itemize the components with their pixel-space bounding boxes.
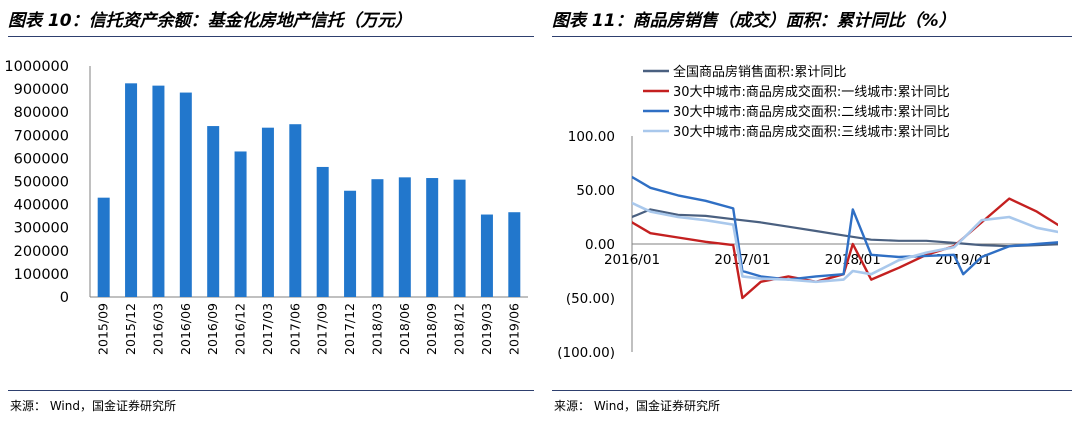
x-tick-label: 2016/03 — [150, 303, 165, 355]
bar — [426, 178, 439, 297]
legend-label: 30大中城市:商品房成交面积:三线城市:累计同比 — [673, 124, 950, 140]
left-chart-title: 图表 10：信托资产余额：基金化房地产信托（万元） — [8, 11, 412, 31]
bar — [207, 126, 220, 297]
x-tick-label: 2017/06 — [287, 303, 302, 355]
x-tick-label: 2019/03 — [479, 303, 494, 355]
bar — [398, 177, 411, 297]
legend-label: 30大中城市:商品房成交面积:二线城市:累计同比 — [673, 104, 950, 120]
x-tick-label: 2016/12 — [233, 303, 248, 355]
x-tick-label: 2018/03 — [369, 303, 384, 355]
bar — [344, 190, 357, 297]
y-tick-label: 100000 — [14, 267, 69, 283]
x-tick-label: 2018/06 — [397, 303, 412, 355]
x-tick-label: 2017/01 — [714, 252, 770, 268]
bar — [152, 85, 165, 297]
x-tick-label: 2016/09 — [205, 303, 220, 355]
bar — [371, 179, 384, 297]
bar — [508, 212, 521, 297]
x-tick-label: 2019/06 — [506, 303, 521, 355]
legend-label: 30大中城市:商品房成交面积:一线城市:累计同比 — [673, 84, 950, 100]
y-tick-label: (50.00) — [566, 291, 615, 307]
y-tick-label: (100.00) — [557, 345, 615, 361]
x-tick-label: 2018/01 — [825, 252, 881, 268]
y-tick-label: 100.00 — [568, 129, 615, 145]
y-tick-label: 400000 — [14, 198, 69, 214]
y-tick-label: 200000 — [14, 244, 69, 260]
x-tick-label: 2018/12 — [452, 303, 467, 355]
left-title-rule — [8, 36, 534, 37]
bar-chart: 0 100000 200000 300000 400000 500000 600000 700… — [4, 59, 528, 355]
bar — [316, 166, 329, 297]
y-tick-label: 300000 — [14, 221, 69, 237]
right-title-rule — [552, 36, 1072, 37]
y-tick-label: 50.00 — [576, 183, 615, 199]
y-tick-label: 500000 — [14, 175, 69, 191]
y-tick-label: 0.00 — [585, 237, 615, 253]
bar — [289, 124, 302, 297]
bar — [125, 83, 138, 297]
line-chart: (100.00) (50.00) 0.00 50.00 100.00 2016/01 201… — [557, 64, 1058, 361]
y-tick-label: 900000 — [14, 82, 69, 98]
x-tick-label: 2015/12 — [123, 303, 138, 355]
bar — [480, 214, 493, 297]
bar — [261, 127, 274, 297]
series-line — [632, 175, 1058, 281]
left-source-rule — [8, 390, 534, 391]
bar — [179, 92, 192, 297]
bar — [453, 179, 466, 297]
x-tick-label: 2017/12 — [342, 303, 357, 355]
legend-label: 全国商品房销售面积:累计同比 — [673, 64, 846, 80]
y-tick-label: 800000 — [14, 105, 69, 121]
x-tick-label: 2017/09 — [315, 303, 330, 355]
right-chart-title: 图表 11：商品房销售（成交）面积：累计同比（%） — [552, 11, 956, 31]
bar — [234, 151, 247, 297]
x-tick-label: 2018/09 — [424, 303, 439, 355]
x-tick-label: 2016/06 — [178, 303, 193, 355]
y-tick-label: 700000 — [14, 128, 69, 144]
series-line — [632, 208, 1058, 248]
x-tick-label: 2016/01 — [604, 252, 660, 268]
x-tick-label: 2015/09 — [96, 303, 111, 355]
bar — [97, 197, 110, 297]
y-tick-label: 1000000 — [4, 59, 69, 75]
x-tick-label: 2017/03 — [260, 303, 275, 355]
series-line — [632, 201, 1058, 284]
left-source-note: 来源： Wind，国金证券研究所 — [10, 399, 176, 413]
right-source-note: 来源： Wind，国金证券研究所 — [554, 399, 720, 413]
y-tick-label: 600000 — [14, 151, 69, 167]
y-tick-label: 0 — [60, 290, 69, 306]
right-source-rule — [552, 390, 1072, 391]
